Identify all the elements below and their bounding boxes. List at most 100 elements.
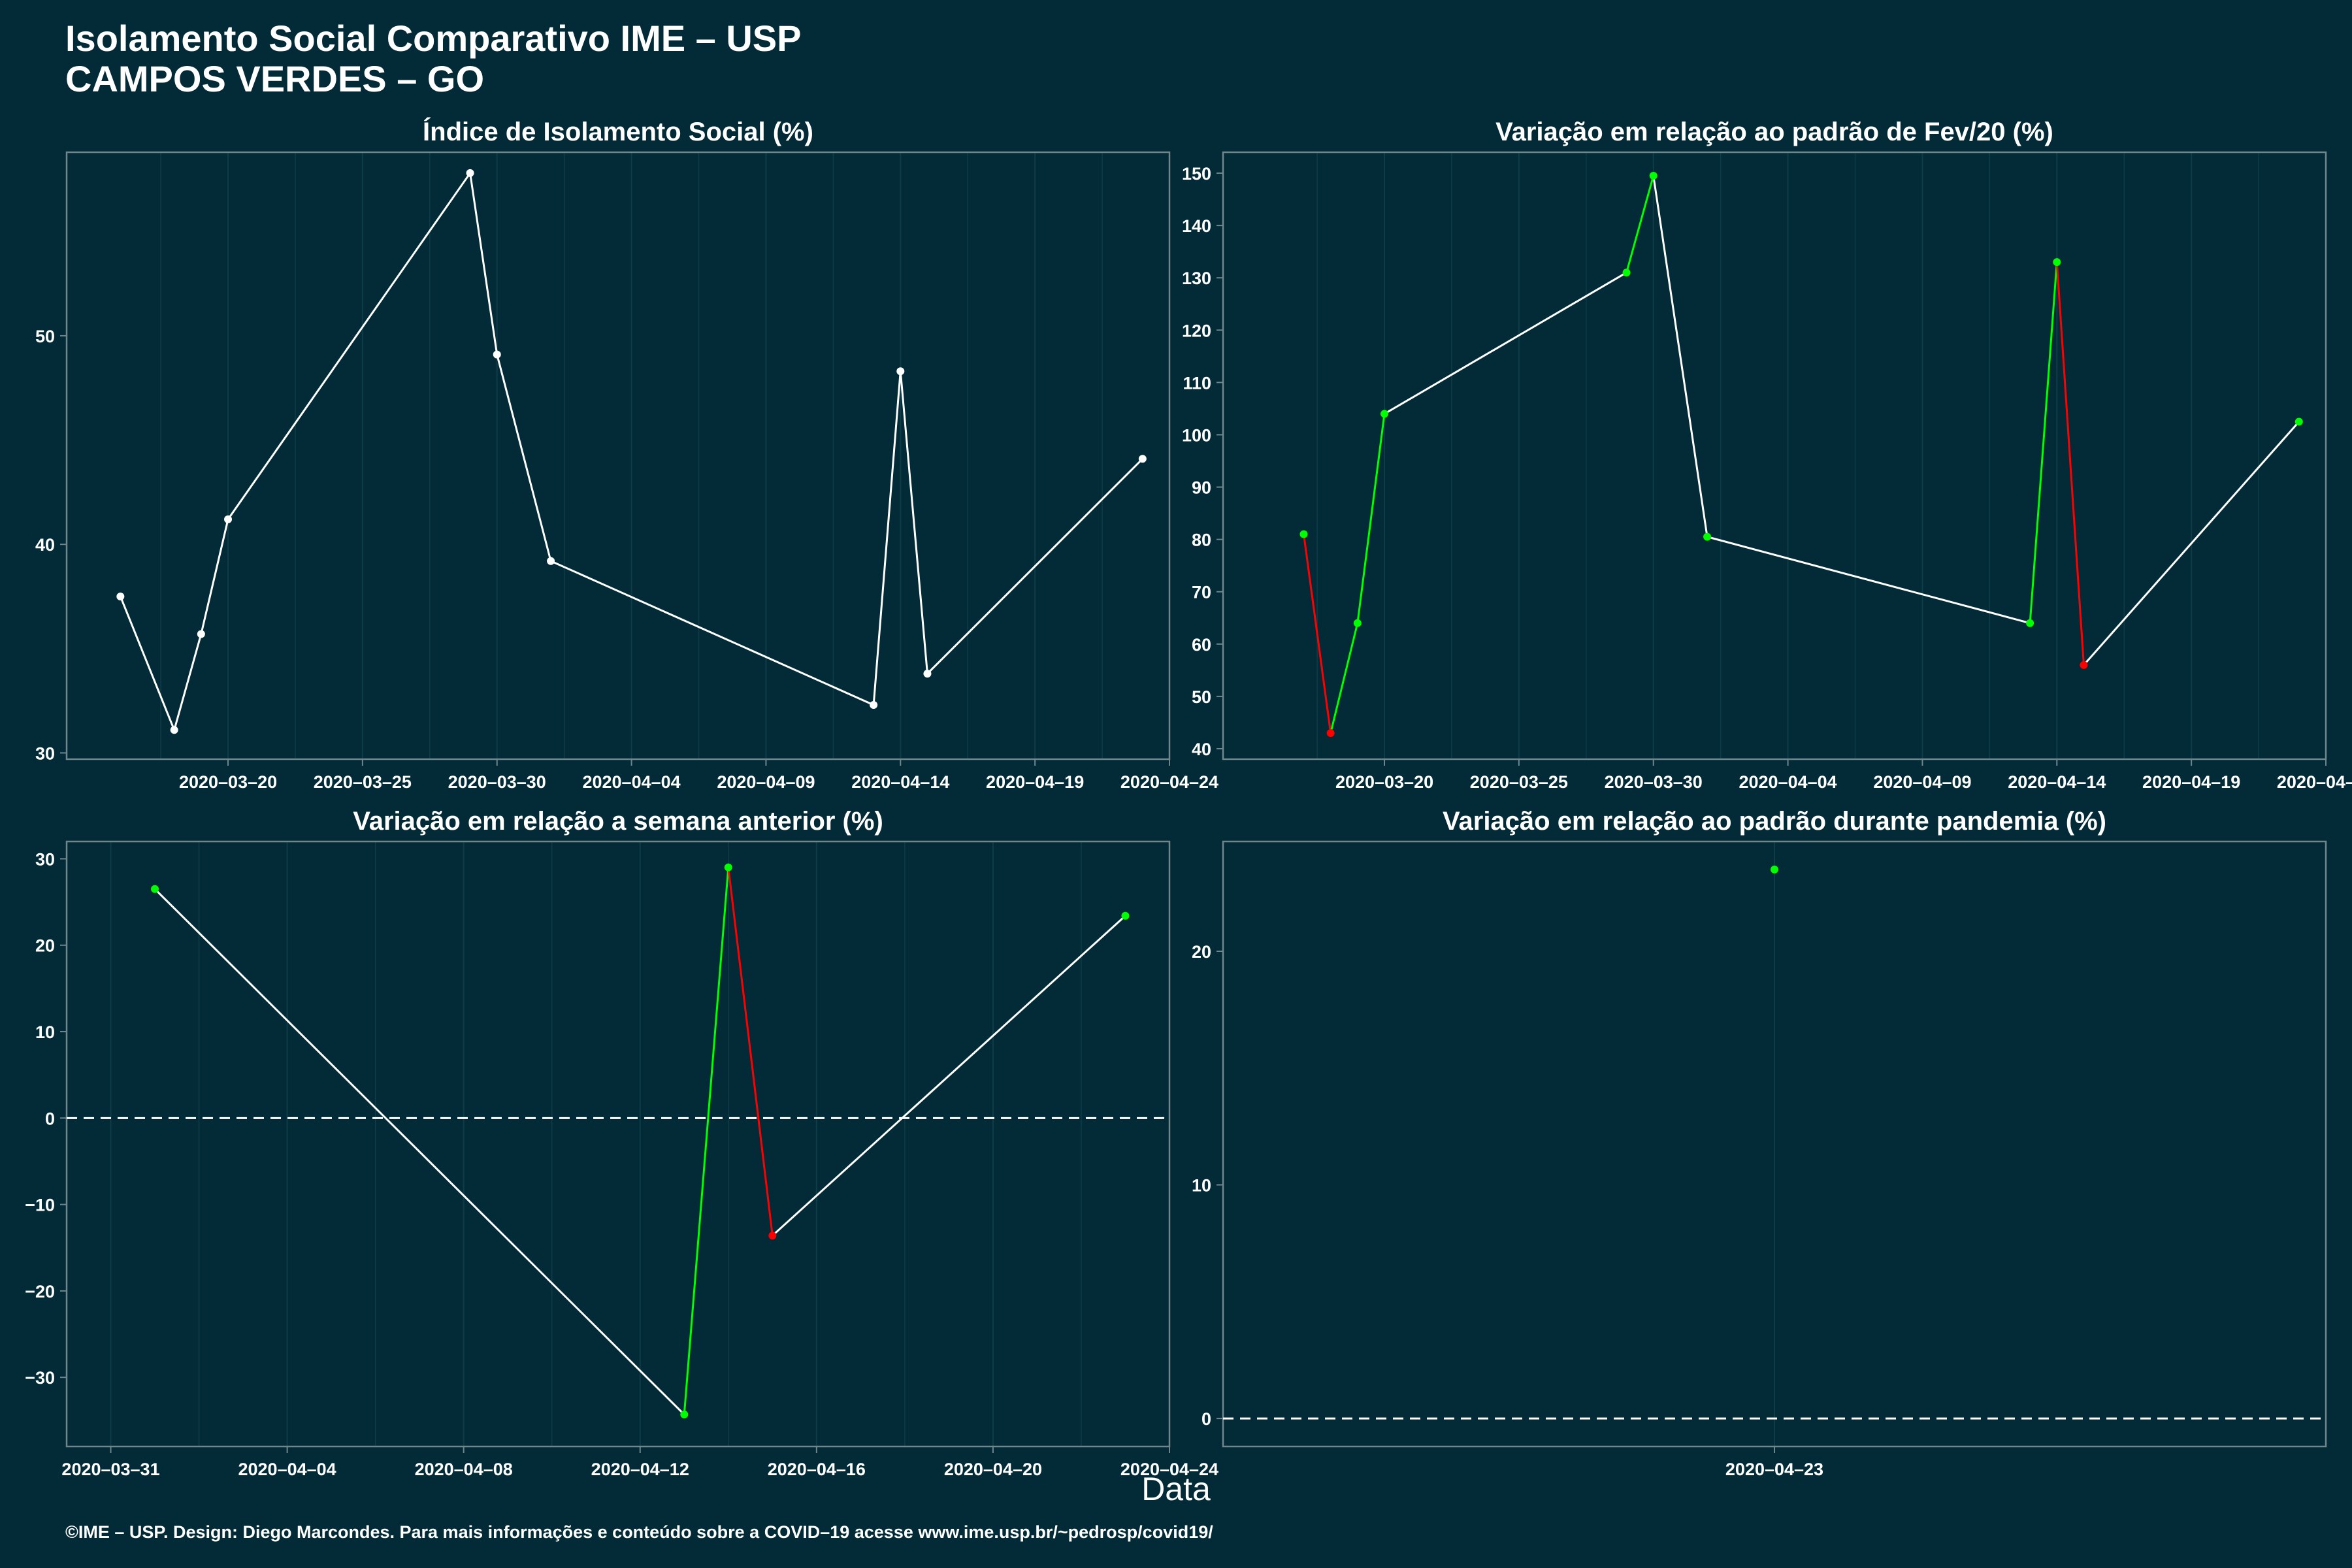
data-point [1771,865,1778,874]
data-point [870,700,878,709]
y-tick-label: 40 [1192,740,1211,759]
x-tick-label: 2020–03–30 [448,772,546,792]
y-tick-label: 60 [1192,635,1211,655]
series-segment [926,458,1143,675]
data-point [1622,269,1631,277]
data-point [896,367,905,376]
series-segment [2055,262,2085,665]
series-segment [727,867,774,1236]
series-segment [173,634,203,730]
y-tick-label: 90 [1192,478,1211,498]
x-tick-label: 2020–03–25 [1470,772,1568,792]
x-tick-label: 2020–04–24 [1120,1460,1218,1479]
series-segment [469,172,498,355]
y-tick-label: −20 [25,1282,55,1301]
x-tick-label: 2020–04–24 [2277,772,2352,792]
y-tick-label: −10 [25,1196,55,1215]
x-tick-label: 2020–04–20 [944,1460,1042,1479]
y-tick-label: 0 [45,1109,55,1128]
x-tick-label: 2020–03–20 [179,772,277,792]
y-tick-label: 50 [35,327,55,346]
y-tick-label: 100 [1182,425,1211,445]
y-tick-label: 140 [1182,216,1211,236]
title-block: Isolamento Social Comparativo IME – USP … [65,18,802,99]
data-point [151,885,159,893]
y-tick-label: 0 [1201,1409,1211,1429]
data-point [1353,619,1362,627]
y-tick-label: 20 [35,936,55,956]
series-segment [2083,421,2300,666]
panel-3: Variação em relação a semana anterior (%… [25,807,1218,1479]
series-segment [772,915,1126,1237]
series-segment [200,519,229,634]
gridlines [1316,152,2327,759]
series-segment [1356,414,1386,623]
data-point [1649,172,1658,180]
panel-title: Variação em relação a semana anterior (%… [353,807,883,836]
footer-credits: ©IME – USP. Design: Diego Marcondes. Par… [65,1522,1213,1542]
series-segment [1330,623,1359,734]
data-point [923,670,932,678]
panel-title: Índice de Isolamento Social (%) [423,117,813,146]
x-tick-label: 2020–03–31 [61,1460,159,1479]
data-point [680,1411,689,1419]
panel-border [65,840,1171,1448]
x-tick-label: 2020–04–12 [591,1460,689,1479]
y-tick-label: 10 [1192,1176,1211,1196]
x-tick-label: 2020–04–23 [1725,1460,1823,1479]
main-subtitle: CAMPOS VERDES – GO [65,58,485,99]
y-tick-label: 10 [35,1022,55,1042]
data-point [1380,410,1389,418]
series-segment [1707,536,2031,625]
x-tick-label: 2020–04–14 [2008,772,2106,792]
x-tick-label: 2020–03–30 [1605,772,1703,792]
series-segment [119,596,176,730]
gridlines [160,152,1170,759]
series-segment [496,354,552,562]
panel-2: Variação em relação ao padrão de Fev/20 … [1182,118,2352,792]
panel-1: Índice de Isolamento Social (%) 30 40 50 202… [35,117,1218,792]
x-tick-label: 2020–04–16 [768,1460,866,1479]
y-tick-label: 150 [1182,164,1211,184]
x-tick-label: 2020–04–08 [415,1460,513,1479]
y-tick-label: 110 [1183,373,1211,393]
data-point [1121,911,1130,920]
y-tick-label: 20 [1192,942,1211,962]
x-tick-label: 2020–04–19 [986,772,1084,792]
y-tick-label: 50 [1192,687,1211,707]
panel-border [65,151,1171,760]
series-segment [899,371,928,674]
data-point [224,515,233,523]
y-tick-label: 40 [35,535,55,555]
panel-border [1222,151,2327,760]
data-point [116,592,125,600]
data-point [2026,619,2034,627]
panel-title: Variação em relação ao padrão de Fev/20 … [1495,118,2053,146]
data-point [768,1232,777,1240]
gridlines [110,841,1170,1446]
series-segment [1652,175,1708,537]
series-segment [1625,175,1655,273]
x-tick-label: 2020–04–24 [1120,772,1218,792]
data-point [1703,532,1712,541]
x-tick-label: 2020–03–25 [314,772,412,792]
series-segment [154,888,685,1416]
series-segment [227,172,471,520]
x-axis-label: Data [1141,1471,1211,1507]
y-tick-label: 120 [1182,321,1211,340]
data-point [547,557,555,565]
x-tick-label: 2020–04–09 [717,772,815,792]
data-point [1326,728,1335,737]
y-tick-label: 70 [1192,583,1211,602]
data-point [170,726,178,734]
x-tick-label: 2020–04–04 [1739,772,1837,792]
x-tick-label: 2020–04–19 [2142,772,2240,792]
y-tick-label: 130 [1182,269,1211,288]
y-tick-label: −30 [25,1368,55,1388]
series-segment [1384,271,1627,415]
data-point [2053,258,2061,267]
series-segment [1303,534,1332,734]
data-point [2080,661,2088,669]
data-point [724,863,732,872]
